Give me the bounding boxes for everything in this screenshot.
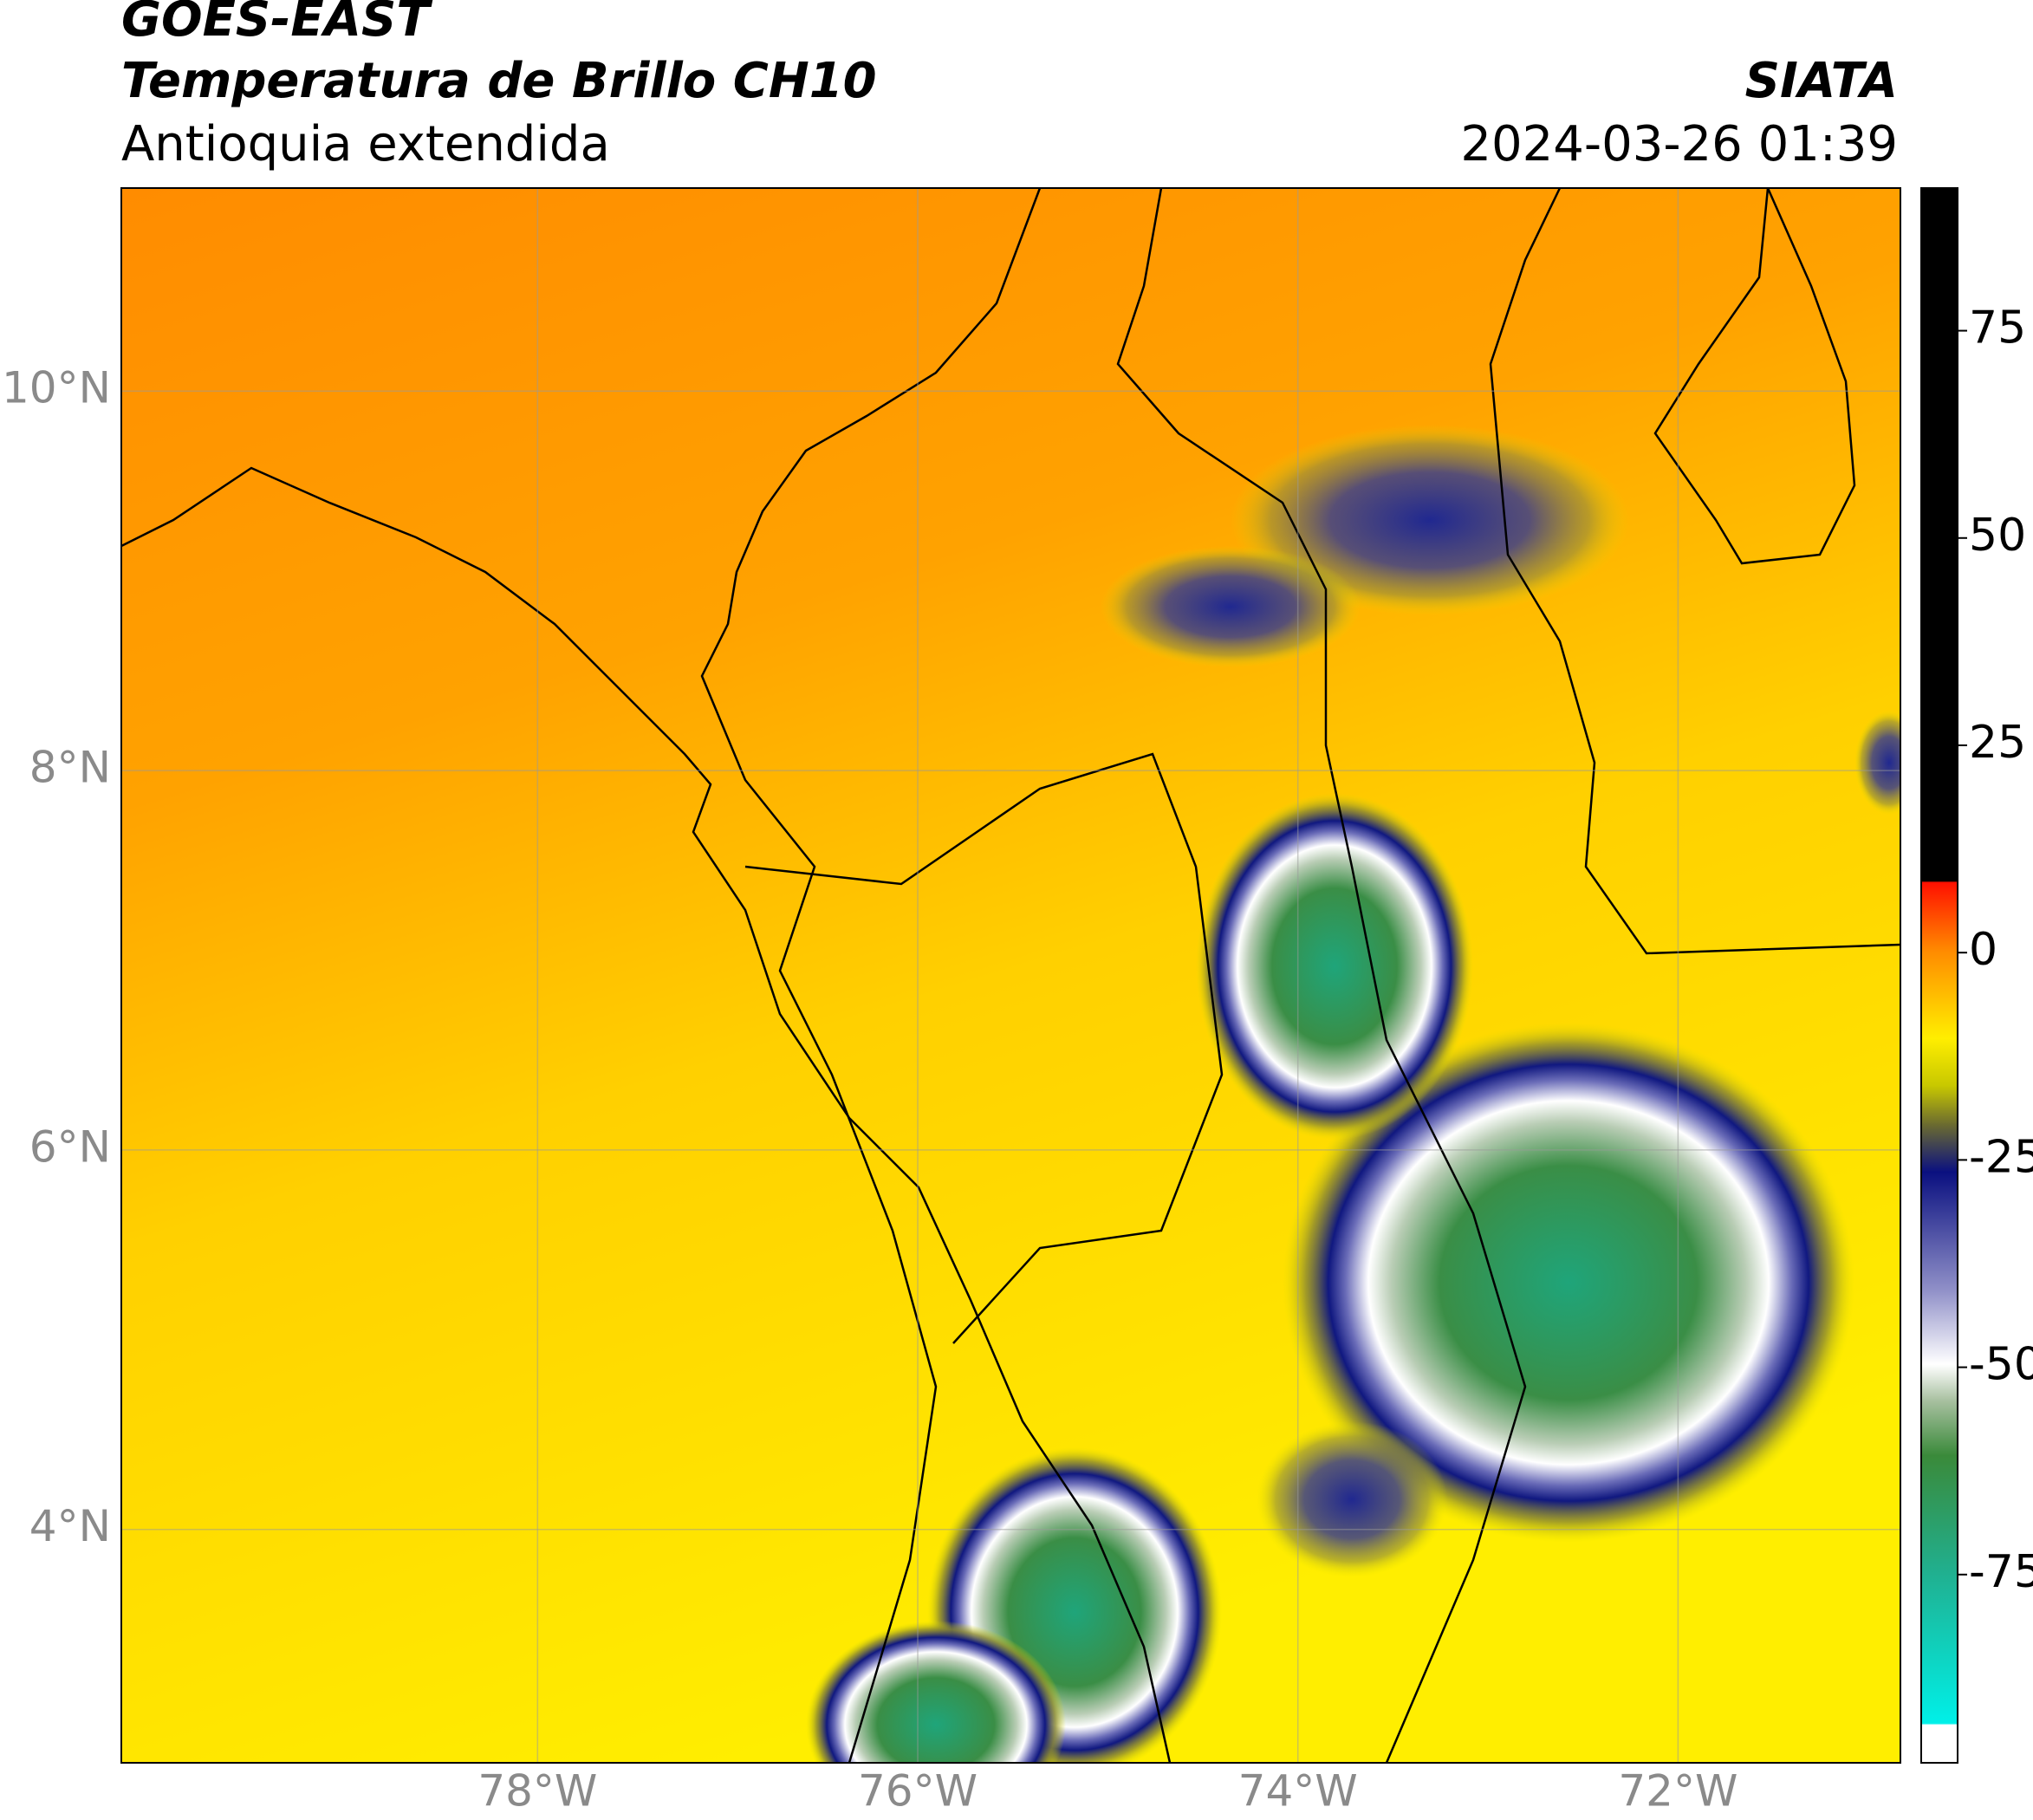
x-tick-label: 72°W [1618, 1766, 1737, 1817]
x-tick-label: 74°W [1238, 1766, 1358, 1817]
colorbar-tick-label: 75 [1969, 302, 2026, 354]
y-tick-label: 4°N [29, 1501, 111, 1551]
subtitle: Temperatura de Brillo CH10 [121, 53, 877, 109]
colorbar-tick-label: -50 [1969, 1339, 2033, 1391]
map-frame [120, 187, 1901, 1764]
region: Antioquia extendida [121, 116, 610, 172]
borders [121, 188, 1900, 1763]
y-tick-label: 10°N [2, 363, 111, 413]
cloud [1257, 1421, 1447, 1577]
colorbar-tick-label: 50 [1969, 510, 2026, 562]
colorbar-tick-label: 25 [1969, 717, 2026, 769]
map-image [121, 188, 1900, 1763]
source: SIATA [1745, 53, 1898, 109]
title: GOES-EAST [121, 0, 432, 48]
cloud [806, 1621, 1066, 1763]
colorbar-tick-label: -25 [1969, 1131, 2033, 1183]
coastline [1653, 188, 1856, 565]
cloud [1196, 793, 1473, 1140]
colorbar-tick-label: 0 [1969, 924, 1997, 976]
y-tick-label: 6°N [29, 1121, 111, 1172]
x-tick-label: 76°W [858, 1766, 978, 1817]
colorbar-tick-label: -75 [1969, 1546, 2033, 1598]
border [1489, 188, 1900, 955]
timestamp: 2024-03-26 01:39 [1460, 116, 1898, 172]
cloud [1101, 546, 1361, 667]
cloud [1231, 425, 1629, 615]
border [700, 188, 1042, 1763]
y-tick-label: 8°N [29, 743, 111, 793]
cloud [1283, 1023, 1854, 1543]
x-tick-label: 78°W [477, 1766, 597, 1817]
cloud [1854, 711, 1900, 815]
coastline [121, 466, 1172, 1763]
colorbar [1920, 187, 1958, 1764]
border [744, 752, 1224, 1344]
axes: 78°W 76°W 74°W 72°W 4°N 6°N 8°N 10°N 75 50 25 0 -25 -… [2, 188, 2033, 1817]
border [1116, 188, 1527, 1763]
